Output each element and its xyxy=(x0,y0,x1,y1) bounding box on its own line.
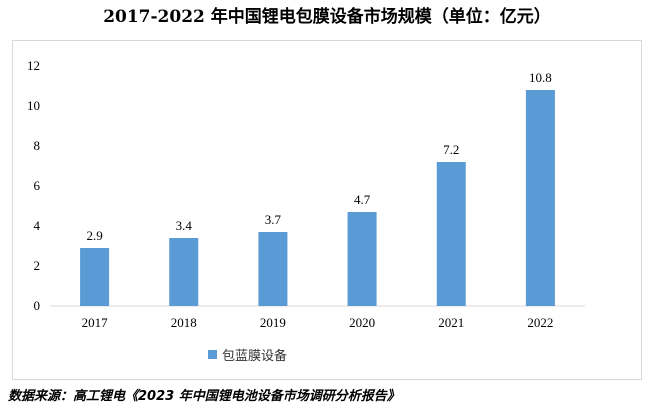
y-tick-label: 6 xyxy=(34,178,41,193)
y-tick-label: 4 xyxy=(34,218,41,233)
bar xyxy=(436,162,466,306)
x-tick-label: 2019 xyxy=(260,315,286,330)
x-tick-label: 2017 xyxy=(82,315,109,330)
data-label: 3.4 xyxy=(176,218,193,233)
bar xyxy=(80,248,110,306)
legend: 包蓝膜设备 xyxy=(208,345,287,364)
bar xyxy=(169,238,199,306)
x-tick-label: 2022 xyxy=(527,315,553,330)
data-label: 7.2 xyxy=(443,142,459,157)
data-label: 4.7 xyxy=(354,192,371,207)
bar xyxy=(258,232,288,306)
y-tick-label: 8 xyxy=(34,138,41,153)
x-tick-label: 2021 xyxy=(438,315,464,330)
bar xyxy=(347,212,377,306)
data-label: 3.7 xyxy=(265,212,282,227)
legend-label: 包蓝膜设备 xyxy=(222,349,288,364)
chart-frame xyxy=(12,40,642,380)
y-tick-label: 12 xyxy=(27,58,40,73)
y-tick-label: 10 xyxy=(27,98,40,113)
x-tick-label: 2018 xyxy=(171,315,197,330)
data-label: 10.8 xyxy=(529,70,552,85)
data-label: 2.9 xyxy=(86,228,102,243)
source-note: 数据来源：高工锂电《2023 年中国锂电池设备市场调研分析报告》 xyxy=(8,389,400,404)
chart-title: 2017-2022 年中国锂电包膜设备市场规模（单位：亿元） xyxy=(103,7,551,27)
bar xyxy=(525,90,555,306)
y-tick-label: 2 xyxy=(34,258,41,273)
y-tick-label: 0 xyxy=(34,298,41,313)
legend-swatch xyxy=(208,350,217,359)
x-tick-label: 2020 xyxy=(349,315,375,330)
